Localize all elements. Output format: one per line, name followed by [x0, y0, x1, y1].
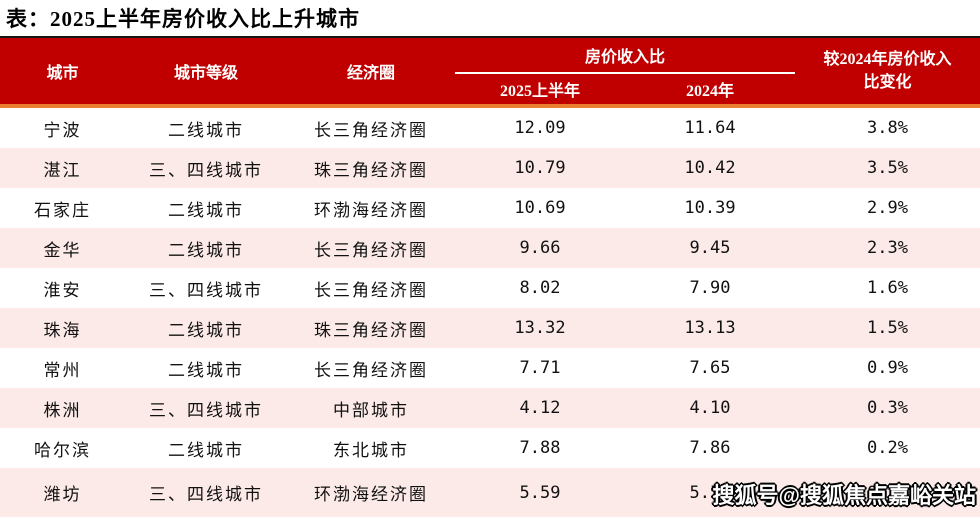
cell-circle: 环渤海经济圈: [314, 485, 428, 504]
col-header-change: 较2024年房价收入 比变化: [795, 38, 980, 104]
cell-tier: 三、四线城市: [149, 400, 263, 420]
cell-ratio-2025: 7.88: [519, 438, 561, 458]
cell-change: 0.2%: [867, 438, 908, 458]
cell-circle: 珠三角经济圈: [314, 160, 428, 180]
cell-tier: 二线城市: [168, 360, 244, 380]
cell-tier: 二线城市: [168, 320, 244, 340]
cell-city: 湛江: [43, 160, 82, 180]
cell-tier: 二线城市: [168, 440, 244, 460]
cell-city: 株洲: [43, 400, 82, 420]
data-table: 城市 城市等级 经济圈 房价收入比 2025上半年 2024年 较2024年房价…: [0, 36, 980, 517]
table-row: 常州 二线城市 长三角经济圈 7.71 7.65 0.9%: [0, 348, 980, 388]
cell-ratio-2025: 4.12: [519, 398, 561, 418]
cell-ratio-2025: 13.32: [514, 318, 566, 338]
cell-tier: 二线城市: [168, 240, 244, 260]
cell-ratio-2025: 10.69: [514, 198, 566, 218]
cell-circle: 中部城市: [333, 400, 409, 420]
cell-ratio-2025: 10.79: [514, 158, 566, 178]
cell-tier: 二线城市: [168, 120, 244, 140]
table-row: 哈尔滨 二线城市 东北城市 7.88 7.86 0.2%: [0, 428, 980, 468]
cell-change: 3.5%: [867, 158, 908, 178]
cell-ratio-2024: 4.10: [689, 398, 731, 418]
cell-ratio-2024: 7.65: [689, 358, 731, 378]
cell-change: 0.2%: [867, 482, 908, 503]
cell-circle: 东北城市: [333, 440, 409, 460]
cell-ratio-2024: 7.86: [689, 438, 731, 458]
cell-change: 3.8%: [867, 118, 908, 138]
cell-tier: 三、四线城市: [149, 160, 263, 180]
table-row: 石家庄 二线城市 环渤海经济圈 10.69 10.39 2.9%: [0, 188, 980, 228]
cell-city: 常州: [43, 360, 82, 380]
cell-city: 淮安: [43, 280, 82, 300]
table-body: 宁波 二线城市 长三角经济圈 12.09 11.64 3.8% 湛江 三、四线城…: [0, 108, 980, 517]
cell-ratio-2024: 7.90: [689, 278, 731, 298]
cell-ratio-2024: 9.45: [689, 238, 731, 258]
table-row: 宁波 二线城市 长三角经济圈 12.09 11.64 3.8%: [0, 108, 980, 148]
cell-ratio-2024: 10.42: [684, 158, 736, 178]
col-header-tier: 城市等级: [173, 65, 238, 82]
cell-ratio-2024: 5.58: [689, 482, 731, 503]
table-row: 淮安 三、四线城市 长三角经济圈 8.02 7.90 1.6%: [0, 268, 980, 308]
cell-tier: 二线城市: [168, 200, 244, 220]
table-row: 潍坊 三、四线城市 环渤海经济圈 5.59 5.58 0.2%: [0, 468, 980, 517]
cell-tier: 三、四线城市: [149, 485, 263, 504]
cell-ratio-2025: 5.59: [519, 482, 561, 503]
col-header-circle: 经济圈: [346, 65, 395, 82]
cell-city: 石家庄: [34, 200, 91, 220]
cell-ratio-2024: 13.13: [684, 318, 736, 338]
col-header-2024: 2024年: [685, 83, 734, 100]
cell-ratio-2025: 7.71: [519, 358, 561, 378]
cell-city: 珠海: [43, 320, 82, 340]
col-header-2025h1: 2025上半年: [499, 83, 580, 100]
col-header-change-line1: 较2024年房价收入: [823, 50, 952, 68]
cell-ratio-2025: 9.66: [519, 238, 561, 258]
cell-change: 0.9%: [867, 358, 908, 378]
table-row: 株洲 三、四线城市 中部城市 4.12 4.10 0.3%: [0, 388, 980, 428]
sohu-watermark: 搜狐号@搜狐焦点嘉峪关站: [712, 483, 976, 508]
cell-city: 潍坊: [43, 485, 82, 504]
cell-ratio-2025: 12.09: [514, 118, 566, 138]
table-row: 金华 二线城市 长三角经济圈 9.66 9.45 2.3%: [0, 228, 980, 268]
cell-city: 哈尔滨: [34, 440, 91, 460]
cell-circle: 环渤海经济圈: [314, 200, 428, 220]
cell-ratio-2024: 10.39: [684, 198, 736, 218]
page-title: 表：2025上半年房价收入比上升城市: [6, 7, 360, 31]
cell-city: 宁波: [43, 120, 82, 140]
cell-circle: 长三角经济圈: [314, 120, 428, 140]
cell-ratio-2025: 8.02: [519, 278, 561, 298]
cell-city: 金华: [43, 240, 82, 260]
cell-change: 0.3%: [867, 398, 908, 418]
table-header: 城市 城市等级 经济圈 房价收入比 2025上半年 2024年 较2024年房价…: [0, 36, 980, 108]
cell-ratio-2024: 11.64: [684, 118, 736, 138]
col-header-change-line2: 比变化: [863, 74, 912, 91]
cell-change: 2.3%: [867, 238, 908, 258]
cell-circle: 珠三角经济圈: [314, 320, 428, 340]
table-row: 珠海 二线城市 珠三角经济圈 13.32 13.13 1.5%: [0, 308, 980, 348]
col-header-city: 城市: [46, 65, 79, 82]
cell-change: 1.6%: [867, 278, 908, 298]
cell-circle: 长三角经济圈: [314, 280, 428, 300]
cell-tier: 三、四线城市: [149, 280, 263, 300]
table-row: 湛江 三、四线城市 珠三角经济圈 10.79 10.42 3.5%: [0, 148, 980, 188]
cell-circle: 长三角经济圈: [314, 360, 428, 380]
col-header-ratio-group: 房价收入比: [455, 38, 795, 74]
cell-change: 1.5%: [867, 318, 908, 338]
cell-change: 2.9%: [867, 198, 908, 218]
cell-circle: 长三角经济圈: [314, 240, 428, 260]
